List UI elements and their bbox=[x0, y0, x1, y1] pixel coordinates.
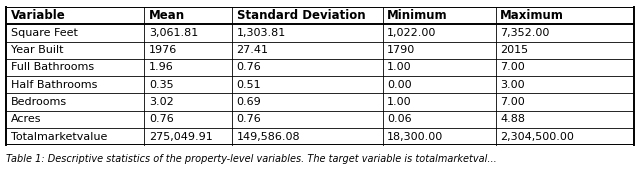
Text: Acres: Acres bbox=[11, 114, 42, 124]
Text: 7.00: 7.00 bbox=[500, 62, 525, 72]
Text: 2,304,500.00: 2,304,500.00 bbox=[500, 132, 574, 141]
Text: 3,061.81: 3,061.81 bbox=[148, 28, 198, 38]
Text: 27.41: 27.41 bbox=[237, 45, 269, 55]
Text: 0.76: 0.76 bbox=[237, 62, 261, 72]
Text: 1976: 1976 bbox=[148, 45, 177, 55]
Text: 7,352.00: 7,352.00 bbox=[500, 28, 549, 38]
Text: 275,049.91: 275,049.91 bbox=[148, 132, 212, 141]
Text: 0.76: 0.76 bbox=[237, 114, 261, 124]
Text: 1790: 1790 bbox=[387, 45, 415, 55]
Text: 1,022.00: 1,022.00 bbox=[387, 28, 436, 38]
Text: 0.00: 0.00 bbox=[387, 80, 412, 90]
Text: 3.02: 3.02 bbox=[148, 97, 173, 107]
Text: 18,300.00: 18,300.00 bbox=[387, 132, 444, 141]
Text: 1.96: 1.96 bbox=[148, 62, 173, 72]
Text: Year Built: Year Built bbox=[11, 45, 63, 55]
Text: 4.88: 4.88 bbox=[500, 114, 525, 124]
Text: 1.00: 1.00 bbox=[387, 97, 412, 107]
Text: 0.76: 0.76 bbox=[148, 114, 173, 124]
Text: 0.06: 0.06 bbox=[387, 114, 412, 124]
Text: Bedrooms: Bedrooms bbox=[11, 97, 67, 107]
Text: 1,303.81: 1,303.81 bbox=[237, 28, 286, 38]
Text: 149,586.08: 149,586.08 bbox=[237, 132, 300, 141]
Text: 3.00: 3.00 bbox=[500, 80, 525, 90]
Text: Totalmarketvalue: Totalmarketvalue bbox=[11, 132, 107, 141]
Text: 2015: 2015 bbox=[500, 45, 528, 55]
Text: Half Bathrooms: Half Bathrooms bbox=[11, 80, 97, 90]
Text: Minimum: Minimum bbox=[387, 9, 448, 22]
Text: 0.51: 0.51 bbox=[237, 80, 261, 90]
Text: Maximum: Maximum bbox=[500, 9, 564, 22]
Text: 0.35: 0.35 bbox=[148, 80, 173, 90]
Text: 1.00: 1.00 bbox=[387, 62, 412, 72]
Text: 0.69: 0.69 bbox=[237, 97, 261, 107]
Text: Standard Deviation: Standard Deviation bbox=[237, 9, 365, 22]
Text: Mean: Mean bbox=[148, 9, 185, 22]
Text: Full Bathrooms: Full Bathrooms bbox=[11, 62, 94, 72]
Text: Square Feet: Square Feet bbox=[11, 28, 77, 38]
Text: Table 1: Descriptive statistics of the property-level variables. The target vari: Table 1: Descriptive statistics of the p… bbox=[6, 154, 497, 164]
Text: Variable: Variable bbox=[11, 9, 65, 22]
Text: 7.00: 7.00 bbox=[500, 97, 525, 107]
